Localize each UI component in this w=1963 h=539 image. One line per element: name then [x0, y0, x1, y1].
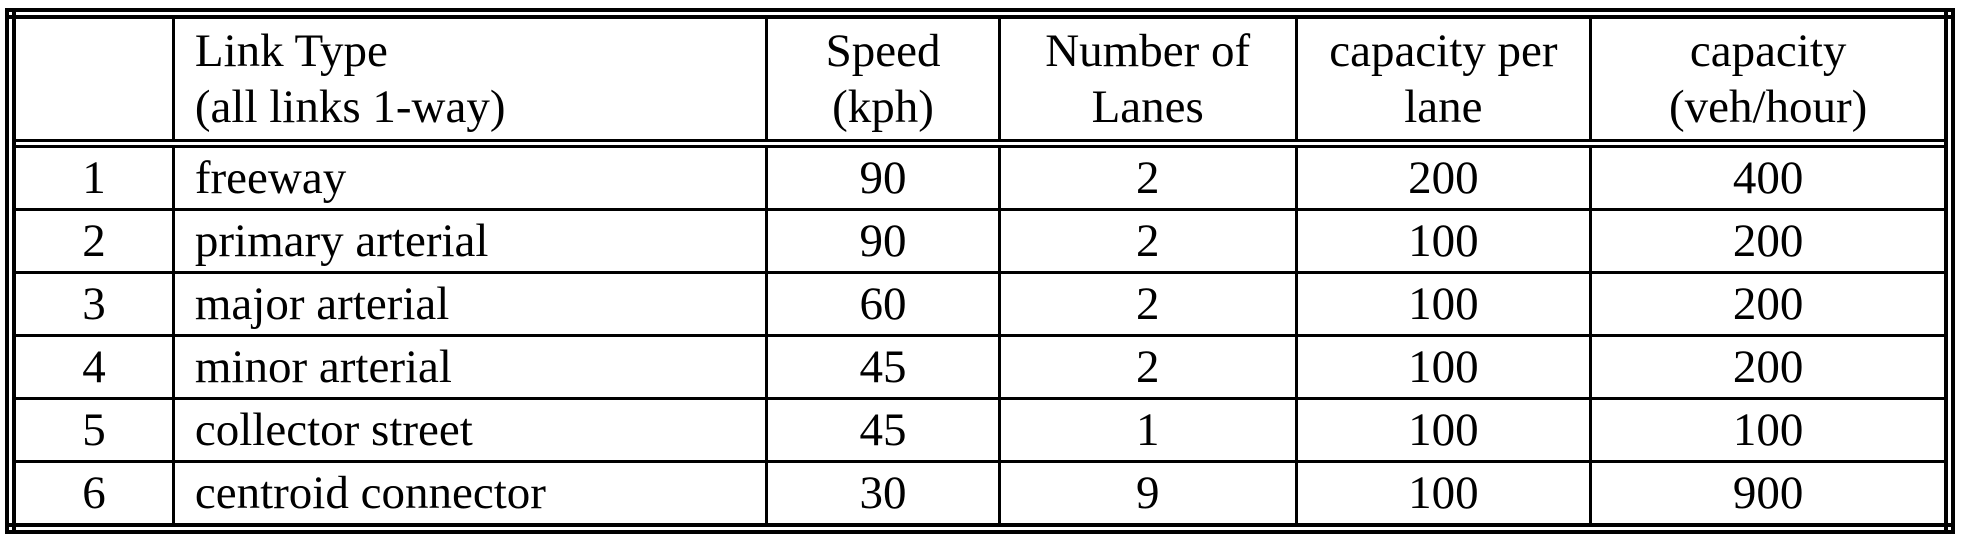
cell-capacity-per-lane: 200 [1294, 141, 1593, 212]
cell-speed: 45 [765, 396, 1001, 463]
cell-capacity-per-lane: 100 [1294, 208, 1593, 275]
cell-link-type: collector street [171, 396, 769, 463]
table-row: 5 collector street 45 1 100 100 [9, 396, 1951, 463]
cell-row-number: 5 [9, 396, 175, 463]
header-cell-capacity: capacity (veh/hour) [1589, 12, 1951, 148]
header-cell-row-number [9, 12, 175, 148]
cell-number-of-lanes: 9 [997, 459, 1298, 531]
table-row: 1 freeway 90 2 200 400 [9, 141, 1951, 212]
table-row: 6 centroid connector 30 9 100 900 [9, 459, 1951, 531]
cell-speed: 45 [765, 333, 1001, 400]
header-cell-number-of-lanes: Number of Lanes [997, 12, 1298, 148]
header-cell-capacity-per-lane: capacity per lane [1294, 12, 1593, 148]
cell-capacity: 900 [1589, 459, 1951, 531]
cell-link-type: minor arterial [171, 333, 769, 400]
cell-speed: 90 [765, 141, 1001, 212]
cell-capacity-per-lane: 100 [1294, 333, 1593, 400]
cell-speed: 90 [765, 208, 1001, 275]
cell-link-type: freeway [171, 141, 769, 212]
cell-capacity: 200 [1589, 271, 1951, 337]
cell-number-of-lanes: 2 [997, 271, 1298, 337]
table-row: 3 major arterial 60 2 100 200 [9, 271, 1951, 337]
cell-number-of-lanes: 1 [997, 396, 1298, 463]
cell-link-type: primary arterial [171, 208, 769, 275]
cell-capacity-per-lane: 100 [1294, 459, 1593, 531]
cell-capacity: 200 [1589, 208, 1951, 275]
cell-number-of-lanes: 2 [997, 208, 1298, 275]
cell-row-number: 2 [9, 208, 175, 275]
cell-capacity-per-lane: 100 [1294, 396, 1593, 463]
header-row: Link Type (all links 1-way) Speed (kph) … [9, 12, 1951, 148]
table-row: 2 primary arterial 90 2 100 200 [9, 208, 1951, 275]
cell-speed: 30 [765, 459, 1001, 531]
header-cell-speed: Speed (kph) [765, 12, 1001, 148]
header-cell-link-type: Link Type (all links 1-way) [171, 12, 769, 148]
cell-capacity-per-lane: 100 [1294, 271, 1593, 337]
cell-number-of-lanes: 2 [997, 141, 1298, 212]
link-type-attributes-table: Link Type (all links 1-way) Speed (kph) … [5, 8, 1955, 534]
cell-row-number: 6 [9, 459, 175, 531]
cell-number-of-lanes: 2 [997, 333, 1298, 400]
cell-row-number: 1 [9, 141, 175, 212]
cell-capacity: 400 [1589, 141, 1951, 212]
cell-link-type: major arterial [171, 271, 769, 337]
cell-link-type: centroid connector [171, 459, 769, 531]
cell-capacity: 100 [1589, 396, 1951, 463]
cell-row-number: 3 [9, 271, 175, 337]
cell-capacity: 200 [1589, 333, 1951, 400]
table-row: 4 minor arterial 45 2 100 200 [9, 333, 1951, 400]
cell-speed: 60 [765, 271, 1001, 337]
cell-row-number: 4 [9, 333, 175, 400]
